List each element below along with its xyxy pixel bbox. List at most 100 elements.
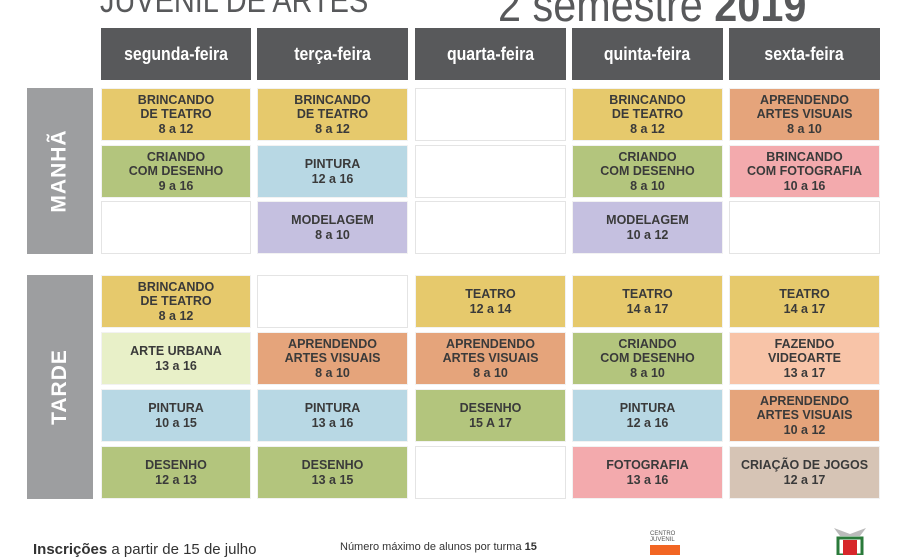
empty-slot	[415, 446, 566, 499]
empty-slot	[415, 145, 566, 198]
class-name: COM DESENHO	[128, 164, 224, 179]
class-time: 8 a 10	[315, 365, 350, 380]
logo-text: CENTRO	[650, 531, 676, 537]
class-name: DE TEATRO	[611, 107, 684, 122]
class-slot: ARTE URBANA 13 a 16	[101, 332, 251, 385]
class-name: BRINCANDO	[294, 92, 371, 107]
day-label: terça-feira	[294, 43, 371, 64]
class-name: CRIANDO	[618, 149, 677, 164]
class-slot: DESENHO 13 a 15	[257, 446, 408, 499]
class-time: 13 a 16	[626, 472, 669, 487]
class-name: TEATRO	[465, 287, 516, 301]
class-time: 8 a 10	[630, 365, 665, 380]
class-name: PINTURA	[148, 401, 204, 415]
class-name: COM DESENHO	[600, 164, 695, 179]
class-slot: CRIANDO COM DESENHO 8 a 10	[572, 145, 723, 198]
class-time: 14 a 17	[626, 301, 669, 316]
class-name: APRENDENDO	[446, 336, 535, 351]
class-slot: PINTURA 13 a 16	[257, 389, 408, 442]
class-name: PINTURA	[304, 157, 361, 171]
empty-slot	[729, 201, 880, 254]
class-name: DESENHO	[145, 458, 207, 472]
class-time: 10 a 12	[626, 227, 669, 242]
day-header: segunda-feira	[101, 28, 251, 80]
class-time: 8 a 12	[158, 308, 194, 323]
day-header: sexta-feira	[729, 28, 880, 80]
class-slot: CRIAÇÃO DE JOGOS 12 a 17	[729, 446, 880, 499]
day-label: quarta-feira	[446, 43, 535, 64]
class-slot: BRINCANDO DE TEATRO 8 a 12	[101, 88, 251, 141]
day-header: terça-feira	[257, 28, 408, 80]
day-label: quinta-feira	[604, 43, 691, 64]
registration-date: a partir de 15 de julho	[107, 541, 257, 558]
class-time: 12 a 16	[311, 171, 354, 186]
class-time: 13 a 17	[783, 365, 826, 380]
class-name: DE TEATRO	[140, 107, 212, 122]
class-name: DESENHO	[301, 458, 364, 472]
parana-coat-of-arms-icon	[834, 528, 866, 555]
class-time: 10 a 15	[155, 415, 197, 430]
class-time: 13 a 16	[311, 415, 354, 430]
class-time: 12 a 14	[469, 301, 512, 316]
day-header: quinta-feira	[572, 28, 723, 80]
class-slot: FAZENDO VIDEOARTE 13 a 17	[729, 332, 880, 385]
class-name: TEATRO	[779, 287, 830, 301]
class-time: 10 a 16	[783, 178, 826, 193]
class-slot: TEATRO 12 a 14	[415, 275, 566, 328]
class-slot: MODELAGEM 10 a 12	[572, 201, 723, 254]
class-name: PINTURA	[619, 401, 676, 415]
class-name: CRIANDO	[618, 336, 677, 351]
class-name: BRINCANDO	[609, 92, 686, 107]
empty-slot	[257, 275, 408, 328]
class-name: COM DESENHO	[600, 351, 695, 366]
class-slot: APRENDENDO ARTES VISUAIS 8 a 10	[257, 332, 408, 385]
class-time: 10 a 12	[783, 422, 826, 437]
class-time: 8 a 10	[315, 227, 350, 242]
class-name: FAZENDO	[774, 336, 835, 351]
class-slot: APRENDENDO ARTES VISUAIS 8 a 10	[729, 88, 880, 141]
class-name: ARTES VISUAIS	[756, 408, 853, 423]
class-slot: BRINCANDO DE TEATRO 8 a 12	[257, 88, 408, 141]
class-slot: PINTURA 12 a 16	[257, 145, 408, 198]
registration-label: Inscrições	[33, 541, 108, 558]
class-time: 15 A 17	[469, 415, 512, 430]
class-slot: PINTURA 12 a 16	[572, 389, 723, 442]
class-time: 13 a 16	[155, 358, 197, 373]
class-name: ARTES VISUAIS	[442, 351, 539, 366]
centro-juvenil-logo: CENTRO JUVENIL	[650, 531, 680, 555]
class-time: 13 a 15	[311, 472, 354, 487]
class-name: DE TEATRO	[140, 294, 212, 309]
period-text: MANHÃ	[48, 129, 71, 213]
class-time: 8 a 12	[315, 121, 350, 136]
registration-note: Inscrições a partir de 15 de julho	[33, 541, 257, 558]
class-name: BRINCANDO	[766, 149, 843, 164]
class-time: 12 a 13	[155, 472, 197, 487]
class-time: 8 a 12	[630, 121, 665, 136]
class-slot: BRINCANDO COM FOTOGRAFIA 10 a 16	[729, 145, 880, 198]
semester-title: 2 semestre 2019	[498, 0, 806, 32]
class-slot: BRINCANDO DE TEATRO 8 a 12	[101, 275, 251, 328]
class-slot: FOTOGRAFIA 13 a 16	[572, 446, 723, 499]
period-label-afternoon: TARDE	[27, 275, 93, 499]
year: 2019	[714, 0, 807, 31]
day-header: quarta-feira	[415, 28, 566, 80]
class-slot: CRIANDO COM DESENHO 9 a 16	[101, 145, 251, 198]
day-label: sexta-feira	[764, 43, 845, 64]
empty-slot	[415, 88, 566, 141]
class-name: MODELAGEM	[291, 213, 374, 227]
class-time: 12 a 16	[626, 415, 669, 430]
class-name: CRIANDO	[146, 149, 206, 164]
class-name: ARTES VISUAIS	[284, 351, 381, 366]
class-slot: PINTURA 10 a 15	[101, 389, 251, 442]
max-students-note: Número máximo de alunos por turma 15	[340, 541, 537, 553]
period-text: TARDE	[48, 349, 71, 425]
class-name: APRENDENDO	[760, 92, 849, 107]
class-time: 8 a 12	[158, 121, 194, 136]
period-label-morning: MANHÃ	[27, 88, 93, 254]
class-slot: TEATRO 14 a 17	[572, 275, 723, 328]
class-name: FOTOGRAFIA	[606, 458, 689, 472]
empty-slot	[101, 201, 251, 254]
logo-text: JUVENIL	[650, 537, 675, 543]
class-name: ARTE URBANA	[130, 344, 222, 358]
class-name: BRINCANDO	[137, 279, 215, 294]
